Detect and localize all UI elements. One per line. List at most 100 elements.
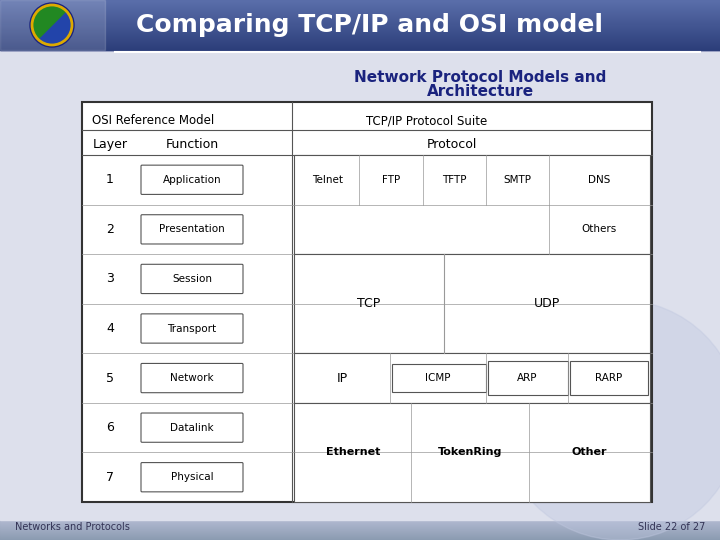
Bar bbox=[0, 18, 720, 19]
Text: 5: 5 bbox=[106, 372, 114, 384]
Bar bbox=[0, 525, 720, 526]
Bar bbox=[0, 13, 720, 14]
FancyBboxPatch shape bbox=[141, 314, 243, 343]
Bar bbox=[0, 45, 720, 46]
Bar bbox=[0, 12, 720, 13]
Text: Comparing TCP/IP and OSI model: Comparing TCP/IP and OSI model bbox=[137, 13, 603, 37]
Text: Slide 22 of 27: Slide 22 of 27 bbox=[638, 522, 705, 532]
Bar bbox=[0, 32, 720, 33]
Bar bbox=[0, 23, 720, 24]
Bar bbox=[0, 0, 720, 50]
Bar bbox=[0, 17, 720, 18]
Bar bbox=[0, 526, 720, 527]
Bar bbox=[0, 17, 720, 18]
Bar bbox=[0, 27, 720, 28]
Bar bbox=[0, 527, 720, 528]
Text: Other: Other bbox=[572, 448, 607, 457]
Bar bbox=[0, 535, 720, 536]
Bar bbox=[0, 38, 720, 39]
Text: UDP: UDP bbox=[534, 297, 560, 310]
Text: Physical: Physical bbox=[171, 472, 213, 482]
Bar bbox=[0, 1, 720, 2]
Bar bbox=[0, 22, 720, 23]
Text: Protocol: Protocol bbox=[427, 138, 477, 151]
Text: OSI Reference Model: OSI Reference Model bbox=[92, 114, 215, 127]
Bar bbox=[392, 364, 486, 391]
Bar bbox=[0, 30, 720, 31]
Bar bbox=[0, 0, 720, 1]
Bar bbox=[0, 31, 720, 32]
Bar bbox=[294, 353, 650, 403]
Text: Telnet: Telnet bbox=[312, 175, 343, 185]
Bar bbox=[0, 20, 720, 21]
Bar bbox=[0, 16, 720, 17]
Bar bbox=[0, 29, 720, 30]
Bar bbox=[0, 531, 720, 532]
Bar bbox=[0, 9, 720, 10]
Text: FTP: FTP bbox=[382, 175, 400, 185]
Bar bbox=[0, 523, 720, 524]
Bar bbox=[0, 38, 720, 39]
Bar bbox=[0, 47, 720, 48]
Bar bbox=[0, 27, 720, 28]
Bar bbox=[0, 28, 720, 29]
Bar bbox=[0, 25, 720, 26]
Bar bbox=[294, 403, 650, 502]
Text: Datalink: Datalink bbox=[170, 423, 214, 433]
Bar bbox=[0, 522, 720, 523]
Bar bbox=[0, 29, 720, 30]
Bar bbox=[0, 3, 720, 4]
Bar bbox=[0, 537, 720, 538]
Bar bbox=[0, 25, 720, 26]
Bar bbox=[0, 35, 720, 36]
Text: 2: 2 bbox=[106, 223, 114, 236]
Text: Network Protocol Models and: Network Protocol Models and bbox=[354, 71, 606, 85]
Bar bbox=[0, 49, 720, 50]
Bar bbox=[0, 4, 720, 5]
Bar bbox=[0, 37, 720, 38]
Bar bbox=[0, 36, 720, 37]
Bar bbox=[0, 0, 720, 1]
Bar bbox=[570, 361, 648, 395]
Bar bbox=[0, 539, 720, 540]
Text: ICMP: ICMP bbox=[426, 373, 451, 383]
Text: Layer: Layer bbox=[92, 138, 127, 151]
Bar bbox=[0, 33, 720, 34]
Bar bbox=[0, 19, 720, 20]
Bar bbox=[0, 39, 720, 40]
Text: TCP: TCP bbox=[357, 297, 380, 310]
Bar bbox=[0, 11, 720, 12]
Bar bbox=[0, 530, 720, 531]
Text: Session: Session bbox=[172, 274, 212, 284]
Bar bbox=[0, 1, 720, 2]
Text: Network: Network bbox=[170, 373, 214, 383]
Bar bbox=[0, 524, 720, 525]
Bar bbox=[0, 26, 720, 27]
Text: Function: Function bbox=[166, 138, 219, 151]
Text: TokenRing: TokenRing bbox=[438, 448, 503, 457]
Bar bbox=[0, 44, 720, 45]
Bar bbox=[0, 10, 720, 11]
Bar bbox=[0, 536, 720, 537]
Bar bbox=[0, 0, 720, 50]
Bar bbox=[0, 50, 720, 520]
Bar bbox=[0, 528, 720, 529]
Circle shape bbox=[32, 5, 72, 45]
Bar bbox=[0, 42, 720, 43]
Bar bbox=[0, 8, 720, 9]
Bar bbox=[0, 35, 720, 36]
Bar bbox=[0, 32, 720, 33]
Text: ARP: ARP bbox=[517, 373, 537, 383]
Bar bbox=[0, 532, 720, 533]
Circle shape bbox=[500, 300, 720, 540]
Wedge shape bbox=[32, 5, 66, 39]
Bar bbox=[0, 34, 720, 35]
Bar bbox=[0, 18, 720, 19]
Bar bbox=[0, 2, 720, 3]
Bar bbox=[0, 2, 720, 3]
Text: DNS: DNS bbox=[588, 175, 610, 185]
Bar bbox=[0, 24, 720, 25]
Bar bbox=[0, 9, 720, 10]
Text: 1: 1 bbox=[106, 173, 114, 186]
Bar bbox=[0, 16, 720, 17]
